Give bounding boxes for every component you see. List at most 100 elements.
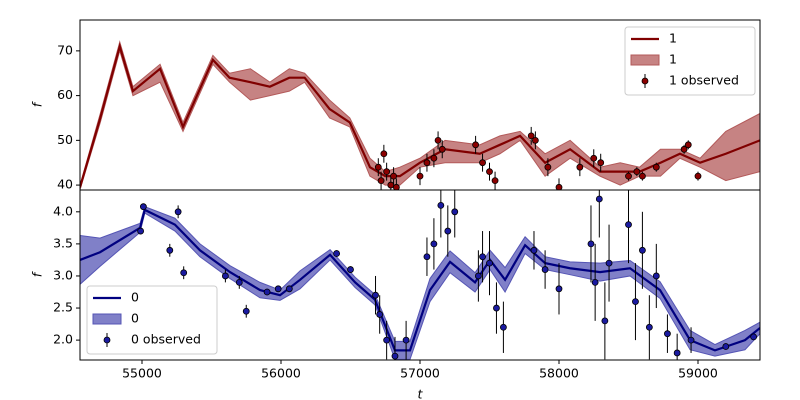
observed-point [377, 177, 385, 185]
observed-point [137, 227, 145, 235]
legend-label: 0 [131, 311, 139, 326]
observed-point [530, 246, 538, 254]
observed-point [664, 330, 671, 338]
legend-label: 1 observed [669, 73, 739, 88]
observed-point [374, 163, 382, 171]
legend-frame [86, 285, 218, 355]
legend-marker [641, 77, 649, 85]
observed-point [263, 288, 271, 296]
confidence-band [80, 40, 760, 190]
observed-point [391, 352, 399, 360]
observed-point [486, 168, 493, 176]
observed-point [595, 195, 603, 203]
observed-point [387, 181, 395, 189]
observed-point [527, 132, 535, 140]
observed-point [430, 154, 438, 162]
observed-point [673, 349, 681, 357]
observed-point [555, 285, 563, 293]
observed-point [633, 168, 641, 176]
observed-point [493, 304, 500, 312]
y-tick-label: 4.0 [53, 203, 73, 218]
observed-point [347, 266, 354, 273]
observed-point [632, 298, 639, 306]
observed-point [430, 240, 438, 248]
plot-area [80, 190, 760, 360]
observed-point [166, 246, 174, 254]
observed-point [372, 291, 379, 299]
x-tick-label: 57000 [400, 366, 440, 381]
observed-point [242, 307, 250, 315]
x-tick-label: 55000 [122, 366, 162, 381]
observed-point [376, 311, 384, 318]
plot-area [80, 40, 760, 190]
observed-point [576, 163, 584, 171]
legend-label: 0 [131, 290, 139, 305]
observed-point [544, 163, 552, 171]
observed-point [625, 172, 632, 180]
observed-point [687, 336, 695, 344]
observed-point [587, 240, 595, 248]
observed-point [652, 272, 660, 280]
y-tick-label: 2.5 [53, 300, 73, 315]
legend-swatch [92, 313, 122, 325]
observed-point [235, 278, 243, 286]
observed-point [605, 259, 613, 267]
observed-point [531, 136, 539, 144]
y-axis-label: f [30, 271, 45, 277]
observed-point [555, 183, 563, 190]
observed-point [722, 343, 730, 350]
observed-point [221, 272, 229, 280]
legend-label: 1 [669, 52, 677, 67]
observed-point [750, 333, 758, 341]
y-axis-label: f [30, 101, 45, 107]
observed-point [423, 159, 431, 167]
observed-point [174, 208, 182, 216]
legend: 1 1 1 observed [624, 26, 756, 96]
observed-point [625, 221, 632, 229]
observed-point [383, 168, 391, 176]
observed-point [541, 266, 549, 273]
observed-point [444, 227, 452, 235]
observed-point [486, 259, 493, 267]
y-tick-label: 3.0 [53, 267, 73, 282]
observed-point [601, 317, 609, 325]
y-tick-label: 50 [57, 132, 73, 147]
observed-point [274, 285, 282, 293]
observed-point [434, 136, 442, 144]
observed-point [597, 159, 605, 167]
observed-point [380, 150, 388, 158]
legend-frame [624, 26, 756, 96]
legend-label: 0 observed [131, 332, 201, 347]
observed-point [652, 163, 660, 171]
legend-label: 1 [669, 31, 677, 46]
observed-point [139, 203, 147, 211]
observed-point [451, 208, 459, 216]
observed-point [680, 145, 688, 153]
legend-marker [103, 336, 111, 344]
observed-point [684, 141, 692, 149]
observed-point [438, 145, 446, 153]
y-tick-label: 3.5 [53, 235, 73, 250]
legend-swatch [630, 54, 660, 66]
observed-point [474, 272, 482, 280]
y-tick-label: 40 [57, 177, 73, 192]
observed-point [180, 269, 188, 277]
observed-point [390, 172, 397, 180]
observed-point [645, 323, 653, 331]
observed-point [472, 141, 480, 149]
observed-point [590, 154, 598, 162]
panel: 40 50 60 70 f 1 1 1 observed [30, 19, 761, 192]
x-axis-label: t [418, 387, 424, 400]
y-tick-label: 60 [57, 87, 73, 102]
observed-point [383, 336, 391, 344]
observed-point [285, 285, 293, 293]
observed-point [491, 177, 499, 185]
observed-point [402, 336, 410, 344]
observed-point [639, 172, 646, 180]
observed-point [333, 250, 340, 257]
observed-point [479, 253, 486, 261]
observed-point [694, 172, 702, 180]
panel: 2.0 2.5 3.0 3.5 4.0 55000 56000 57000 58000 59000… [30, 189, 761, 400]
x-tick-label: 56000 [261, 366, 301, 381]
